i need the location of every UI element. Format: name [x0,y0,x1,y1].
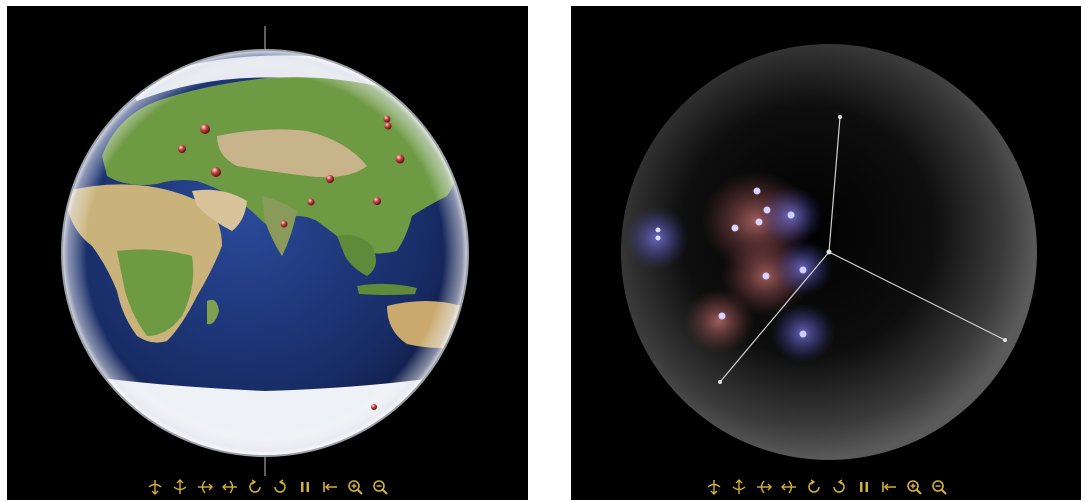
axis-line [719,251,830,383]
data-point[interactable] [655,235,661,241]
marker[interactable] [383,115,391,123]
globe-markers [178,115,405,410]
rotate-ccw-button[interactable] [244,477,266,497]
reset-icon [880,478,898,496]
rotate-up-button[interactable] [144,477,166,497]
red-glow [684,289,754,353]
rotate-left-icon [755,478,773,496]
data-point[interactable] [718,312,726,320]
globe-viewport[interactable] [7,6,528,500]
rotate-ccw-icon [246,478,264,496]
data-point[interactable] [799,330,807,338]
data-point[interactable] [762,272,770,280]
marker[interactable] [280,220,288,228]
sphere-viewport[interactable] [571,6,1081,500]
rotate-down-button[interactable] [728,477,750,497]
reset-icon [321,478,339,496]
zoom-in-button[interactable] [903,477,925,497]
rotate-down-icon [730,478,748,496]
zoom-out-icon [371,478,389,496]
marker[interactable] [200,124,210,134]
data-point[interactable] [753,187,761,195]
pause-button[interactable] [294,477,316,497]
rotate-ccw-icon [805,478,823,496]
rotate-up-button[interactable] [703,477,725,497]
axis-endpoint [838,115,842,119]
pause-icon [296,478,314,496]
axis-endpoint [1003,338,1007,342]
data-point[interactable] [799,266,807,274]
rotate-right-button[interactable] [219,477,241,497]
rotate-up-icon [705,478,723,496]
zoom-in-button[interactable] [344,477,366,497]
zoom-in-icon [905,478,923,496]
rotate-right-button[interactable] [778,477,800,497]
data-point[interactable] [763,206,771,214]
zoom-out-button[interactable] [928,477,950,497]
marker[interactable] [371,404,377,410]
marker[interactable] [307,198,315,206]
data-point[interactable] [787,211,795,219]
axis-line [828,251,1006,341]
axis-line [828,116,841,253]
data-point[interactable] [731,224,739,232]
marker[interactable] [395,154,405,164]
marker[interactable] [326,175,334,183]
rotate-left-button[interactable] [194,477,216,497]
marker[interactable] [211,167,221,177]
sphere-panel[interactable] [571,6,1081,500]
rotate-right-icon [221,478,239,496]
marker[interactable] [384,122,392,130]
marker[interactable] [178,145,186,153]
zoom-out-icon [930,478,948,496]
zoom-out-button[interactable] [369,477,391,497]
rotate-down-button[interactable] [169,477,191,497]
sphere-axes [719,116,1006,383]
right-toolbar [571,476,1081,498]
rotate-cw-icon [271,478,289,496]
zoom-in-icon [346,478,364,496]
rotate-cw-icon [830,478,848,496]
globe-outline [61,49,469,457]
data-point[interactable] [755,218,763,226]
rotate-ccw-button[interactable] [803,477,825,497]
rotate-cw-button[interactable] [828,477,850,497]
sphere-points [655,187,807,338]
pause-button[interactable] [853,477,875,497]
marker[interactable] [373,197,381,205]
rotate-cw-button[interactable] [269,477,291,497]
axis-endpoint [718,380,722,384]
axis-origin [826,249,832,255]
pause-icon [855,478,873,496]
data-point[interactable] [655,227,661,233]
reset-button[interactable] [319,477,341,497]
globe-rim [62,50,468,456]
rotate-up-icon [146,478,164,496]
globe-panel[interactable] [7,6,528,500]
rotate-left-icon [196,478,214,496]
sphere-axis-endpoints [718,115,1007,384]
left-toolbar [7,476,528,498]
rotate-down-icon [171,478,189,496]
reset-button[interactable] [878,477,900,497]
rotate-right-icon [780,478,798,496]
rotate-left-button[interactable] [753,477,775,497]
